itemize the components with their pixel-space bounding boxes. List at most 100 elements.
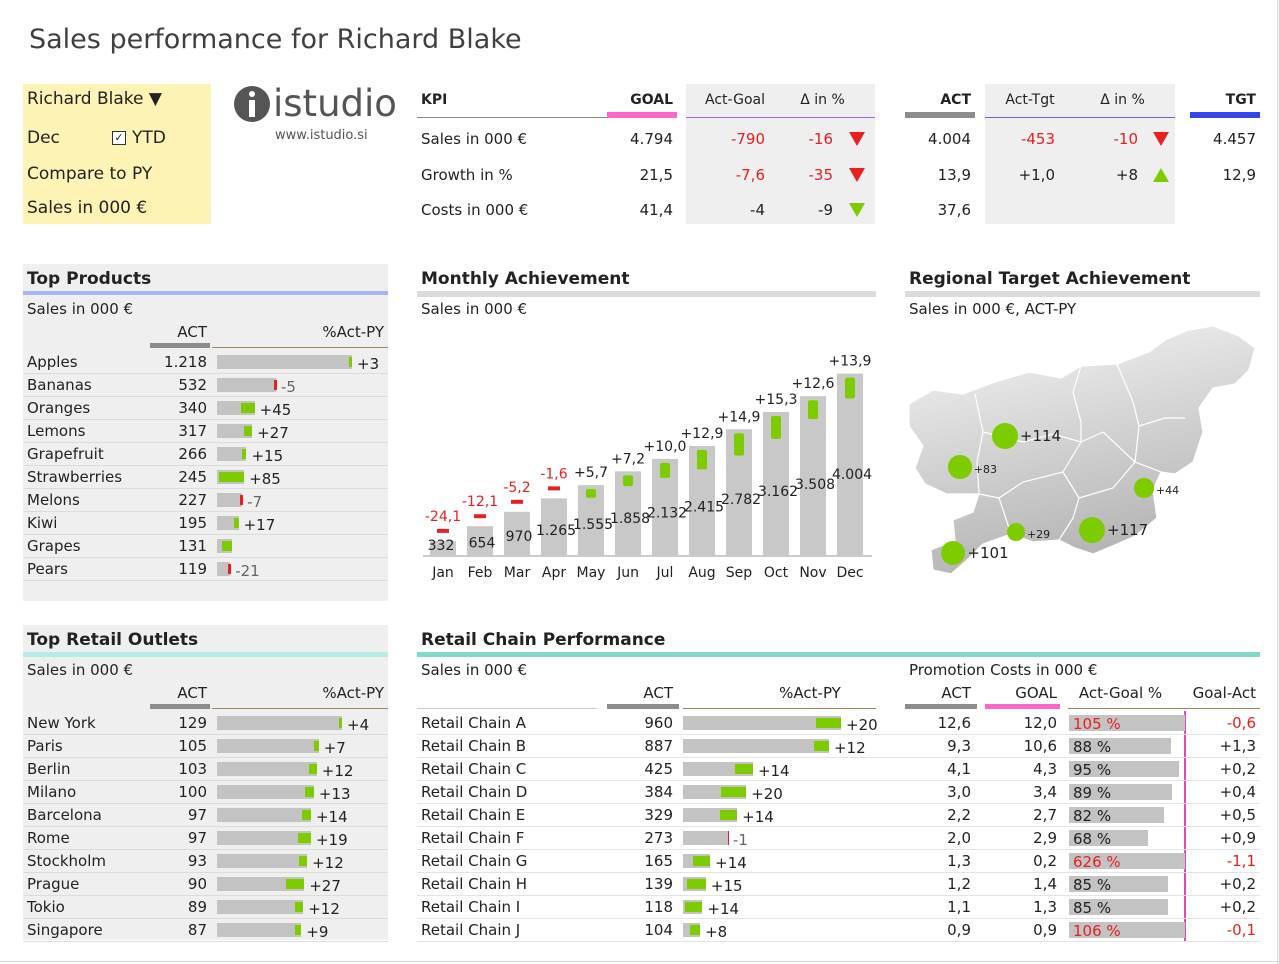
list-item-name: Apples <box>27 353 78 371</box>
value-label: 1.858 <box>610 511 650 527</box>
top-products-panel <box>23 264 388 601</box>
col-act-header: ACT <box>177 684 207 702</box>
delta-marker-positive <box>295 925 302 935</box>
region-bubble[interactable] <box>1007 523 1025 541</box>
promo-goal: 10,6 <box>1023 737 1057 755</box>
x-tick-label: Oct <box>764 565 789 581</box>
promo-goal: 0,9 <box>1033 921 1057 939</box>
delta-marker-positive <box>242 449 247 459</box>
growth-marker-positive <box>586 489 596 498</box>
list-item-act: 266 <box>178 445 207 463</box>
chain-act: 425 <box>644 760 673 778</box>
promo-goal: 4,3 <box>1033 760 1057 778</box>
list-item-act: 119 <box>178 560 207 578</box>
row-divider <box>417 918 1260 919</box>
x-tick-label: May <box>577 565 606 581</box>
value-label: 3.508 <box>795 477 835 493</box>
monthly-title: Monthly Achievement <box>421 269 630 289</box>
growth-label: +7,2 <box>611 451 645 467</box>
list-item-name: Tokio <box>27 898 65 916</box>
list-item-act: 103 <box>178 760 207 778</box>
x-tick-label: Apr <box>542 565 566 581</box>
compare-selector[interactable]: Compare to PY <box>27 164 153 184</box>
delta-marker-positive <box>813 741 829 751</box>
chain-act: 887 <box>644 737 673 755</box>
row-divider <box>417 826 1260 827</box>
kpi-act-tgt-bg <box>985 84 1175 224</box>
region-bubble[interactable] <box>1134 478 1154 498</box>
growth-marker-positive <box>623 475 633 487</box>
delta-label: +19 <box>315 831 348 849</box>
delta-marker-positive <box>721 787 747 797</box>
delta-marker-positive <box>301 810 311 820</box>
promo-act: 1,2 <box>947 875 971 893</box>
list-item-name: Bananas <box>27 376 92 394</box>
value-label: 1.555 <box>573 517 613 533</box>
chain-act: 165 <box>644 852 673 870</box>
row-divider <box>23 895 388 896</box>
selector-panel: Richard Blake ▼ Dec ✓ YTD Compare to PY … <box>23 84 211 224</box>
delta-label: +12 <box>833 739 866 757</box>
section-underline <box>417 652 1260 657</box>
delta-label: +17 <box>243 516 276 534</box>
measure-selector[interactable]: Sales in 000 € <box>27 198 148 218</box>
list-item-name: Milano <box>27 783 77 801</box>
delta-label: +14 <box>757 762 790 780</box>
delta-marker-positive <box>816 718 841 728</box>
act-bar <box>217 355 352 369</box>
act-bar <box>217 854 308 868</box>
delta-label: +8 <box>705 923 728 941</box>
promo-diff: -0,6 <box>1226 714 1256 732</box>
ytd-label: YTD <box>132 128 166 148</box>
region-bubble[interactable] <box>940 540 966 566</box>
delta-marker-negative <box>228 564 232 574</box>
list-item-act: 1.218 <box>164 353 207 371</box>
region-bubble[interactable] <box>992 423 1018 449</box>
value-label: 4.004 <box>832 467 872 483</box>
ytd-checkbox[interactable]: ✓ <box>112 131 126 145</box>
promo-pct-label: 106 % <box>1073 922 1121 940</box>
act-bar <box>217 516 239 530</box>
growth-label: -1,6 <box>540 466 567 482</box>
region-bubble[interactable] <box>1079 517 1105 543</box>
kpi-act-tgt: -453 <box>1020 130 1055 148</box>
kpi-name: Costs in 000 € <box>421 201 529 219</box>
monthly-achievement-chart: Jan -24,1 332 Feb -12,1 654 Mar -5,2 970 Apr -1,6 1… <box>423 354 872 581</box>
kpi-act: 37,6 <box>937 201 971 219</box>
promo-pct-bar <box>1069 761 1180 777</box>
value-label: 2.782 <box>721 492 761 508</box>
promo-goal: 1,3 <box>1033 898 1057 916</box>
list-item-name: Rome <box>27 829 70 847</box>
growth-label: +13,9 <box>829 354 872 370</box>
logo-url[interactable]: www.istudio.si <box>275 128 368 143</box>
chains-col-act: ACT <box>643 684 673 702</box>
list-item-act: 100 <box>178 783 207 801</box>
delta-marker-positive <box>299 856 308 866</box>
act-marker <box>607 704 679 709</box>
act-bar <box>217 716 342 730</box>
period-selector[interactable]: Dec <box>27 128 60 148</box>
growth-marker-negative <box>437 528 449 533</box>
list-item-name: Lemons <box>27 422 86 440</box>
dropdown-caret-icon: ▼ <box>148 89 162 109</box>
delta-label: +4 <box>347 716 370 734</box>
act-bar <box>217 877 305 891</box>
region-bubble[interactable] <box>948 455 972 479</box>
delta-label: +12 <box>308 900 340 918</box>
promo-act: 3,0 <box>947 783 971 801</box>
promo-act: 2,0 <box>947 829 971 847</box>
person-dropdown[interactable]: Richard Blake ▼ <box>27 89 162 109</box>
col-pct-header: %Act-PY <box>322 684 384 702</box>
x-tick-label: Feb <box>468 565 493 581</box>
growth-marker-negative <box>511 499 523 504</box>
row-divider <box>23 488 388 489</box>
promo-pct-label: 89 % <box>1073 784 1112 802</box>
chain-name: Retail Chain G <box>421 852 528 870</box>
delta-marker-positive <box>339 718 342 728</box>
list-item-name: Grapefruit <box>27 445 104 463</box>
promo-act: 9,3 <box>947 737 971 755</box>
row-divider <box>417 872 1260 873</box>
promo-pct-bar <box>1069 899 1168 915</box>
kpi-act-goal: -4 <box>750 201 765 219</box>
growth-label: +15,3 <box>755 392 798 408</box>
